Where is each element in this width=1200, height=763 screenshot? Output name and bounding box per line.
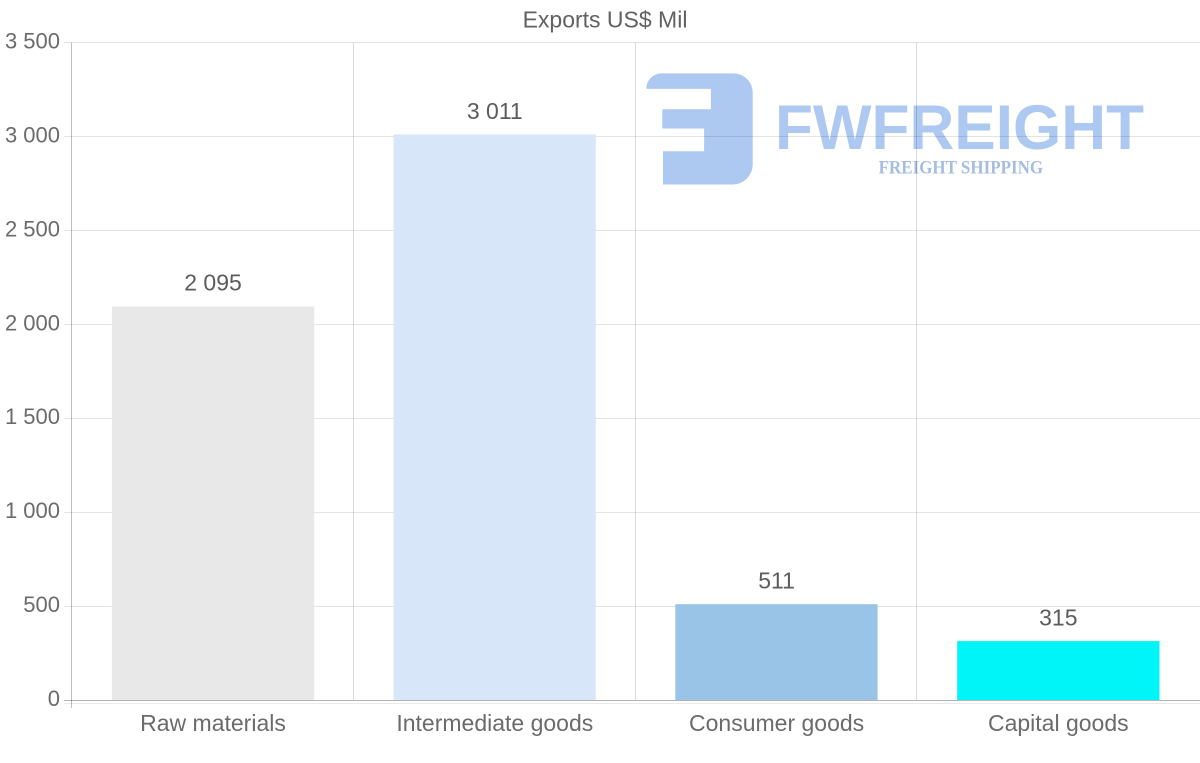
svg-text:1 500: 1 500	[5, 404, 60, 429]
svg-text:Capital goods: Capital goods	[988, 710, 1129, 736]
svg-text:1 000: 1 000	[5, 498, 60, 523]
svg-text:Raw materials: Raw materials	[140, 710, 286, 736]
svg-text:511: 511	[758, 567, 795, 593]
svg-text:0: 0	[48, 686, 60, 711]
svg-text:500: 500	[23, 592, 60, 617]
svg-text:315: 315	[1039, 604, 1077, 630]
svg-text:3 011: 3 011	[467, 98, 523, 124]
svg-text:3 000: 3 000	[5, 122, 60, 147]
svg-text:FREIGHT SHIPPING: FREIGHT SHIPPING	[879, 157, 1044, 178]
svg-text:2 500: 2 500	[5, 216, 60, 241]
svg-text:2 095: 2 095	[184, 270, 242, 296]
svg-text:2 000: 2 000	[5, 310, 60, 335]
svg-text:Consumer goods: Consumer goods	[689, 710, 864, 736]
svg-text:3 500: 3 500	[5, 29, 60, 54]
svg-text:FWFREIGHT: FWFREIGHT	[775, 93, 1144, 163]
svg-text:Exports US$ Mil: Exports US$ Mil	[523, 7, 688, 33]
svg-text:Intermediate goods: Intermediate goods	[396, 710, 593, 736]
